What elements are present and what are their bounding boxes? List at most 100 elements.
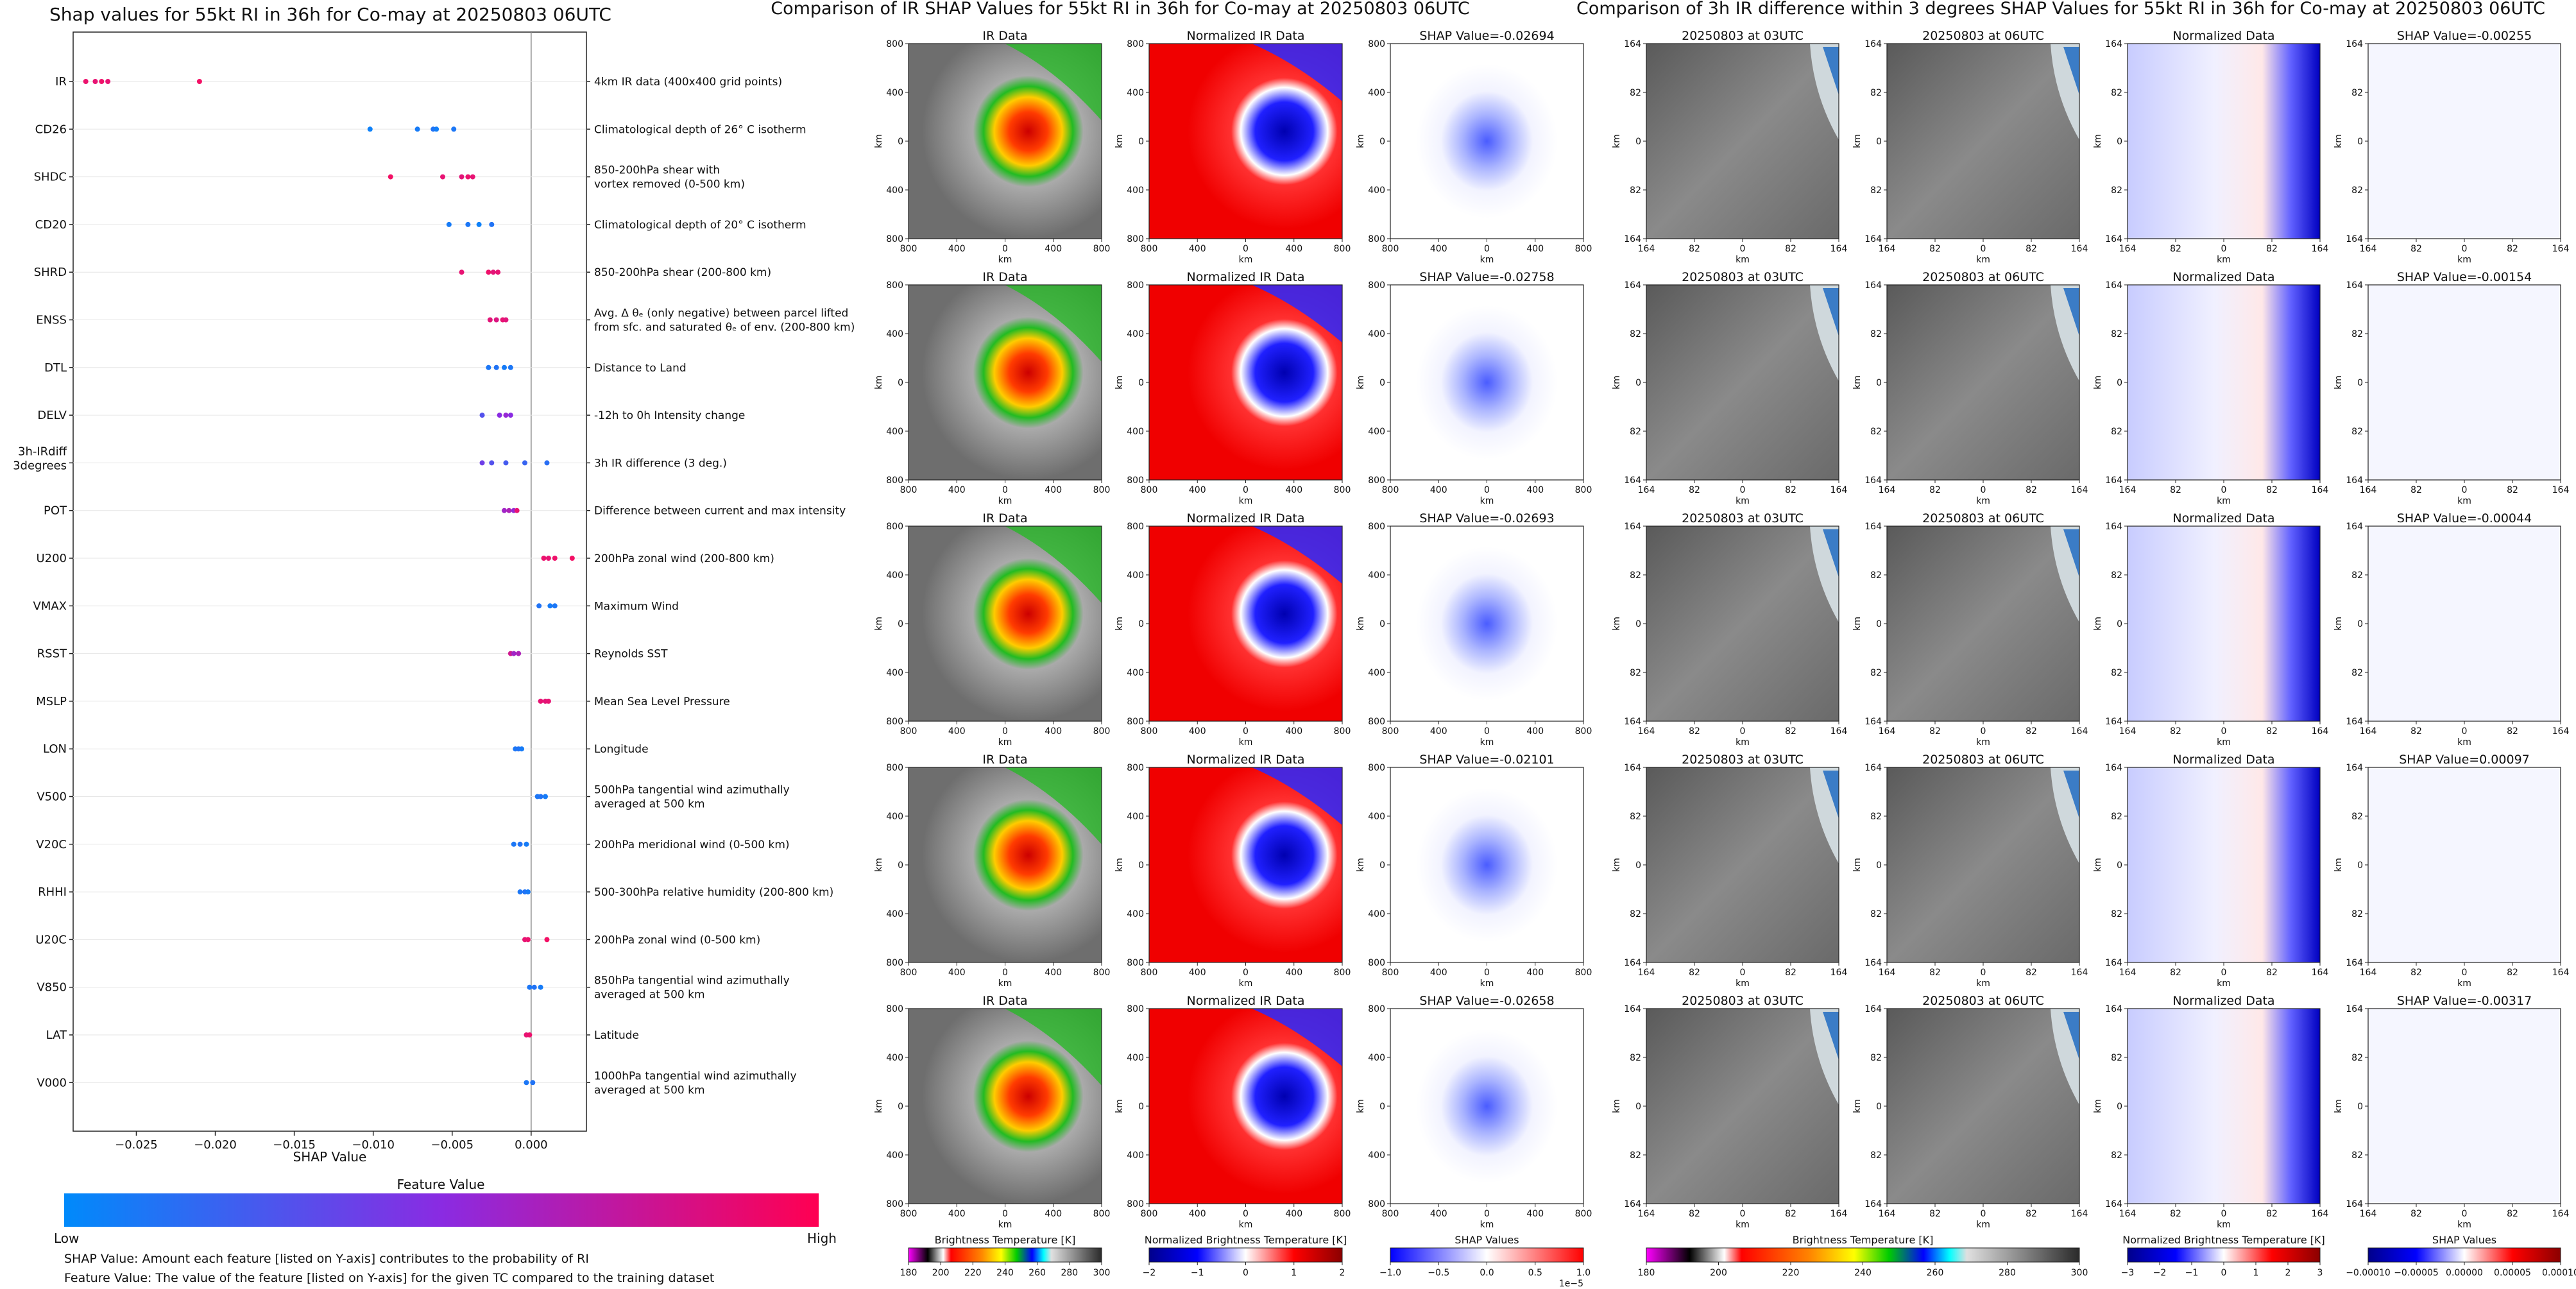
shap-point xyxy=(489,460,495,466)
map-ytick-label: 800 xyxy=(1127,280,1144,291)
colorbar-tick-label: 1 xyxy=(2253,1268,2259,1278)
map-xtick-label: 0 xyxy=(1002,485,1008,495)
map-frame xyxy=(2367,525,2561,722)
normalized-ir-title: Normalized IR Data xyxy=(1187,753,1305,767)
map-ytick-label: 400 xyxy=(1368,427,1385,437)
map-xtick-label: 0 xyxy=(1981,485,1986,495)
map-xtick-label: 164 xyxy=(2360,968,2377,978)
colorbar-tick-label: −3 xyxy=(2121,1268,2135,1278)
map-xtick-label: 800 xyxy=(1141,1209,1158,1219)
map-ytick-label: 800 xyxy=(1368,280,1385,291)
map-ytick-label: 800 xyxy=(1127,958,1144,968)
map-ytick-label: 0 xyxy=(898,860,903,871)
map-ylabel: km xyxy=(1114,617,1125,631)
map-xtick-label: 164 xyxy=(2312,244,2329,254)
map-ytick-label: 0 xyxy=(1635,137,1641,147)
map-ytick-label: 164 xyxy=(2105,234,2122,244)
map-xtick-label: 164 xyxy=(1638,726,1655,737)
map-frame xyxy=(1148,43,1343,239)
feature-label: RHHI xyxy=(38,885,67,899)
map-ytick-label: 0 xyxy=(2357,860,2363,871)
feature-description: 200hPa meridional wind (0-500 km) xyxy=(594,839,790,851)
map-xtick-label: 164 xyxy=(2071,726,2088,737)
map-ytick-label: 164 xyxy=(2346,1199,2363,1209)
colorbar-tick-label: −0.00005 xyxy=(2394,1268,2439,1278)
coldest-cloud-region xyxy=(1823,288,1839,336)
map-ytick-label: 164 xyxy=(2105,717,2122,727)
colorbar-high-label: High xyxy=(807,1231,837,1246)
map-frame xyxy=(908,767,1102,963)
map-frame xyxy=(1148,284,1343,481)
map-xlabel: km xyxy=(998,978,1012,989)
normalized-cloud-band xyxy=(1252,767,1342,825)
shap-point xyxy=(527,1032,533,1037)
map-xlabel: km xyxy=(1239,255,1253,265)
map-ytick-label: 164 xyxy=(2346,522,2363,532)
shap-point xyxy=(544,460,550,466)
shap-point xyxy=(479,413,485,418)
shap-point xyxy=(486,269,491,275)
map-ylabel: km xyxy=(1114,375,1125,389)
colorbar-label: Normalized Brightness Temperature [K] xyxy=(2122,1234,2325,1246)
map-frame xyxy=(1148,525,1343,722)
map-frame xyxy=(2127,767,2321,963)
map-xtick-label: 82 xyxy=(2170,968,2181,978)
map-frame xyxy=(1646,1008,1839,1204)
map-ytick-label: 400 xyxy=(1127,427,1144,437)
map-xtick-label: 164 xyxy=(2552,968,2570,978)
map-frame xyxy=(1646,43,1839,239)
map-xlabel: km xyxy=(2457,978,2471,989)
coldest-cloud-region xyxy=(2063,288,2079,336)
map-ylabel: km xyxy=(1356,858,1366,872)
map-ytick-label: 800 xyxy=(886,958,903,968)
colorbar-tick-label: 180 xyxy=(1638,1268,1655,1278)
map-xlabel: km xyxy=(1736,737,1750,747)
shap-point xyxy=(527,984,533,990)
feature-description: from sfc. and saturated θₑ of env. (200-… xyxy=(594,321,855,334)
map-xtick-label: 400 xyxy=(1430,485,1447,495)
map-ytick-label: 164 xyxy=(2346,39,2363,49)
map-ylabel: km xyxy=(874,858,884,872)
map-xtick-label: 164 xyxy=(2552,726,2570,737)
colorbar-tick-label: 180 xyxy=(900,1268,917,1278)
shap-point xyxy=(196,79,202,84)
map-xtick-label: 800 xyxy=(1575,485,1592,495)
feature-label: LON xyxy=(43,742,67,756)
map-ylabel: km xyxy=(1852,858,1863,872)
map-xlabel: km xyxy=(2217,978,2231,989)
map-ytick-label: 0 xyxy=(2117,137,2122,147)
map-ytick-label: 0 xyxy=(2357,137,2363,147)
colorbar-tick-label: 240 xyxy=(996,1268,1014,1278)
map-xtick-label: 164 xyxy=(2071,244,2088,254)
feature-description: 200hPa zonal wind (0-500 km) xyxy=(594,934,760,946)
coldest-cloud-region xyxy=(1823,529,1839,577)
colorbar-tick-label: −1 xyxy=(2185,1268,2199,1278)
map-xtick-label: 82 xyxy=(2026,1209,2037,1219)
shap-point xyxy=(470,174,475,180)
feature-description: -12h to 0h Intensity change xyxy=(594,409,745,422)
map-frame xyxy=(1390,525,1584,722)
shap-point xyxy=(538,794,543,799)
map-xtick-label: 82 xyxy=(1785,968,1796,978)
bt-image xyxy=(1887,526,2079,721)
map-ytick-label: 400 xyxy=(1127,909,1144,919)
map-ylabel: km xyxy=(1612,617,1622,631)
bt-image xyxy=(1646,1009,1839,1204)
map-xtick-label: 800 xyxy=(900,1209,917,1219)
bt-image xyxy=(1887,285,2079,480)
map-xtick-label: 82 xyxy=(2170,726,2181,737)
normalized-ir-title: Normalized IR Data xyxy=(1187,270,1305,284)
map-ytick-label: 82 xyxy=(1870,909,1882,919)
map-frame xyxy=(2367,1008,2561,1204)
map-ytick-label: 800 xyxy=(1368,475,1385,486)
colorbar-tick-label: 280 xyxy=(1999,1268,2016,1278)
feature-label: V500 xyxy=(37,790,67,804)
ir-panel-title: Comparison of IR SHAP Values for 55kt RI… xyxy=(771,0,1469,19)
summary-title: Shap values for 55kt RI in 36h for Co-ma… xyxy=(49,4,611,25)
shap-point xyxy=(503,413,509,418)
map-xtick-label: 400 xyxy=(1430,244,1447,254)
bt-image xyxy=(1887,44,2079,239)
map-ytick-label: 0 xyxy=(2117,860,2122,871)
map-ytick-label: 0 xyxy=(1635,378,1641,388)
map-ytick-label: 164 xyxy=(2346,763,2363,773)
